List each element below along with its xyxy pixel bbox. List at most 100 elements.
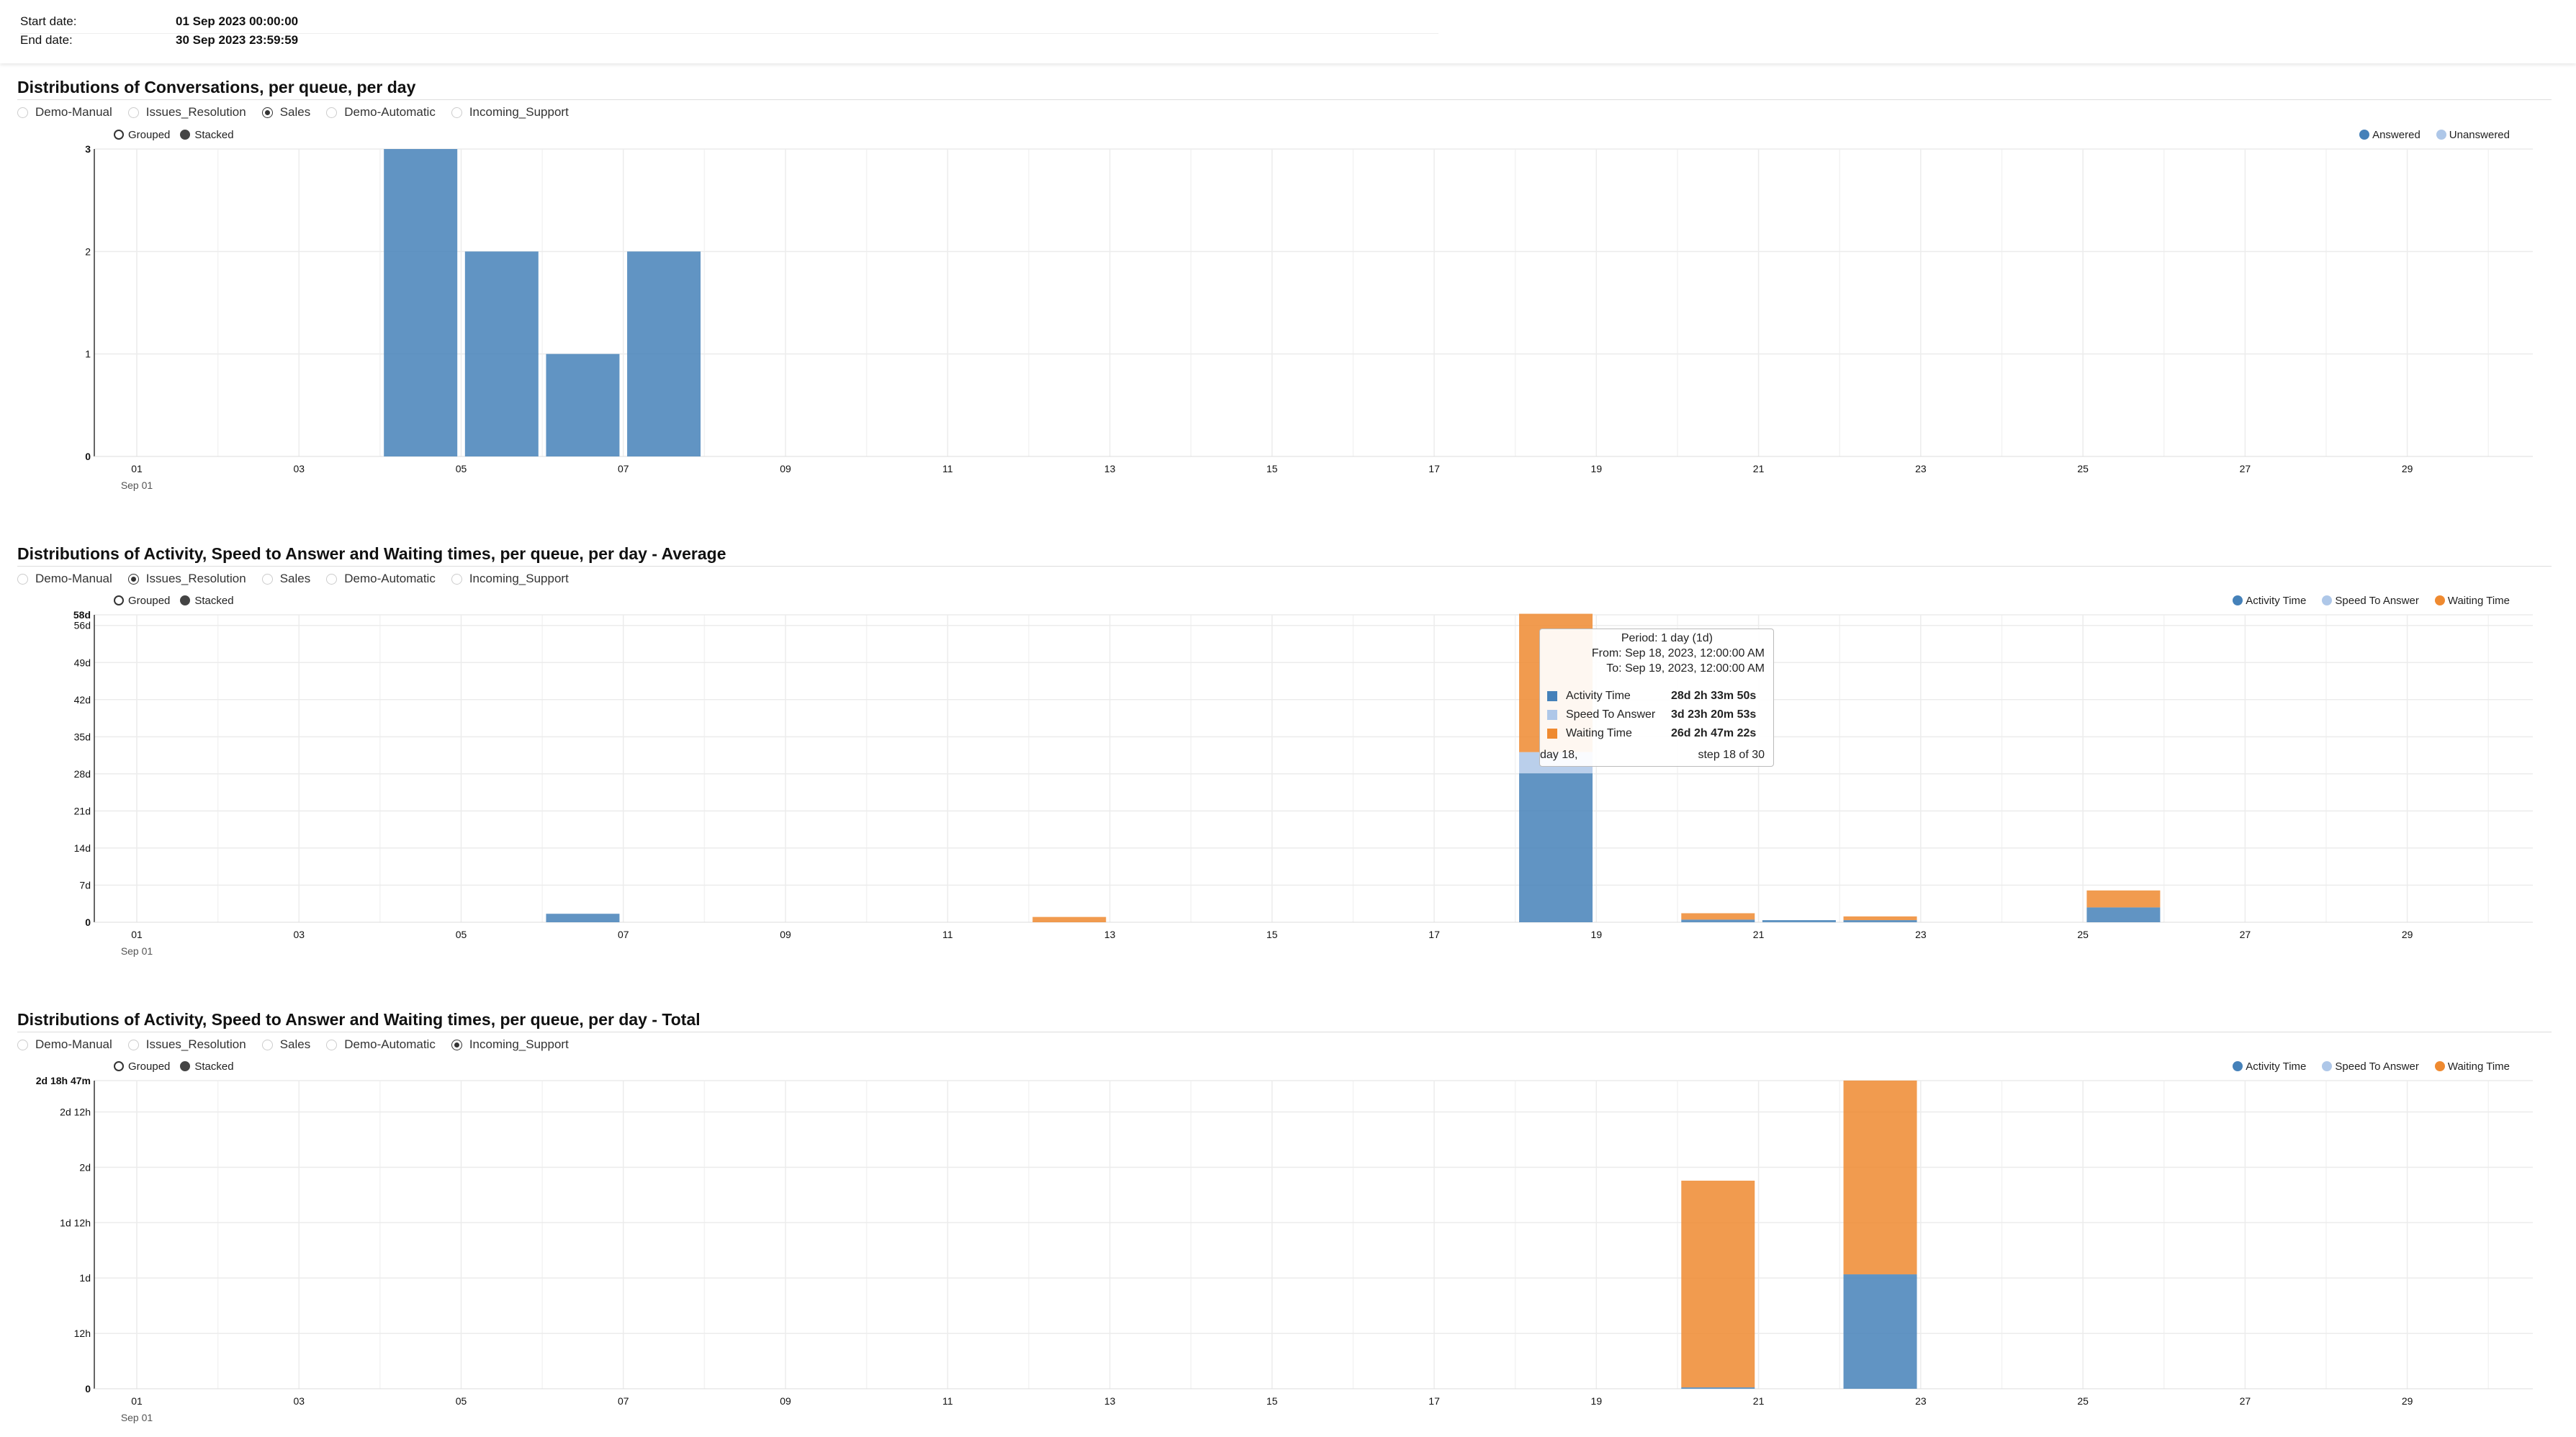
bar-waiting-time [1843, 1080, 1917, 1275]
legend-item[interactable]: Answered [2359, 129, 2420, 141]
legend-dot-icon [2434, 595, 2445, 605]
radio-icon [127, 107, 139, 118]
legend-item[interactable]: Waiting Time [2434, 1060, 2510, 1073]
grouped-label: Grouped [128, 128, 171, 141]
x-tick-label: 17 [1428, 463, 1440, 474]
radio-icon [451, 1039, 462, 1050]
radio-icon [17, 573, 28, 585]
x-tick-label: 11 [942, 929, 953, 940]
tooltip-footer-right: step 18 of 30 [1698, 749, 1765, 761]
x-tick-label: 19 [1591, 929, 1603, 940]
queue-option-issues-resolution[interactable]: Issues_Resolution [127, 1037, 246, 1052]
legend-item[interactable]: Waiting Time [2434, 594, 2510, 607]
x-tick-label: 27 [2240, 1395, 2251, 1407]
x-tick-label: 29 [2402, 463, 2413, 474]
y-tick-label: 2d [79, 1161, 91, 1173]
queue-option-demo-automatic[interactable]: Demo-Automatic [326, 572, 436, 586]
y-tick-label: 2d 18h 47m [36, 1075, 91, 1086]
legend-label: Waiting Time [2447, 594, 2510, 607]
x-tick-label: 09 [780, 1395, 791, 1407]
legend-item[interactable]: Activity Time [2233, 1060, 2306, 1073]
legend-dot-icon [2436, 130, 2446, 140]
x-tick-label: 21 [1753, 929, 1765, 940]
speed-swatch-icon [1547, 710, 1557, 720]
total-times-section-title: Distributions of Activity, Speed to Answ… [17, 1010, 701, 1029]
y-tick-label: 21d [74, 805, 91, 816]
queue-option-label: Issues_Resolution [145, 105, 246, 119]
stacked-option[interactable]: Stacked [180, 594, 234, 607]
start-date-value: 01 Sep 2023 00:00:00 [176, 14, 299, 28]
x-tick-label: 09 [780, 463, 791, 474]
queue-selector: Demo-Manual Issues_Resolution Sales Demo-Au… [17, 1036, 585, 1053]
legend-dot-icon [2233, 595, 2243, 605]
stacked-label: Stacked [194, 594, 234, 607]
y-tick-label: 0 [85, 1383, 91, 1395]
stacked-radio-icon [180, 595, 191, 605]
legend-item[interactable]: Speed To Answer [2322, 1060, 2419, 1073]
radio-icon [326, 107, 338, 118]
x-tick-label: 25 [2077, 929, 2089, 940]
bar-waiting-time [1843, 916, 1917, 921]
chart-mode-toggle: Grouped Stacked [114, 1059, 244, 1073]
legend-item[interactable]: Unanswered [2436, 129, 2510, 141]
queue-option-sales[interactable]: Sales [261, 105, 310, 120]
grouped-option[interactable]: Grouped [114, 129, 170, 141]
chart-legend: Answered Unanswered [2343, 127, 2510, 142]
queue-option-incoming-support[interactable]: Incoming_Support [451, 1037, 569, 1052]
x-tick-label: 15 [1266, 929, 1278, 940]
x-tick-label: 27 [2240, 463, 2251, 474]
queue-option-label: Demo-Automatic [344, 1037, 436, 1051]
x-axis-sublabel: Sep 01 [121, 479, 153, 491]
queue-option-incoming-support[interactable]: Incoming_Support [451, 572, 569, 586]
queue-option-demo-automatic[interactable]: Demo-Automatic [326, 105, 436, 120]
stacked-option[interactable]: Stacked [180, 1060, 234, 1073]
bar-answered [546, 353, 620, 456]
queue-option-issues-resolution[interactable]: Issues_Resolution [127, 572, 246, 586]
x-tick-label: 03 [293, 929, 305, 940]
queue-option-demo-automatic[interactable]: Demo-Automatic [326, 1037, 436, 1052]
legend-item[interactable]: Activity Time [2233, 595, 2306, 607]
queue-option-demo-manual[interactable]: Demo-Manual [17, 105, 112, 120]
x-tick-label: 09 [780, 929, 791, 940]
tooltip-row-value: 26d 2h 47m 22s [1671, 727, 1757, 739]
grouped-radio-icon [114, 595, 124, 605]
tooltip-to: To: Sep 19, 2023, 12:00:00 AM [1606, 662, 1765, 675]
queue-option-label: Issues_Resolution [145, 572, 246, 585]
legend-item[interactable]: Speed To Answer [2322, 594, 2419, 607]
bar-activity-time [546, 914, 620, 922]
legend-label: Waiting Time [2447, 1060, 2510, 1073]
grouped-option[interactable]: Grouped [114, 595, 170, 607]
stacked-radio-icon [180, 130, 191, 140]
legend-label: Speed To Answer [2335, 1060, 2419, 1073]
x-tick-label: 01 [131, 929, 143, 940]
grouped-option[interactable]: Grouped [114, 1060, 170, 1073]
legend-label: Unanswered [2449, 128, 2510, 141]
queue-option-demo-manual[interactable]: Demo-Manual [17, 1037, 112, 1052]
y-tick-label: 0 [85, 916, 91, 928]
x-tick-label: 05 [456, 929, 467, 940]
bar-activity-time [2086, 907, 2161, 922]
stacked-option[interactable]: Stacked [180, 128, 234, 141]
x-tick-label: 29 [2402, 929, 2413, 940]
y-tick-label: 2 [85, 245, 91, 257]
stacked-label: Stacked [194, 1060, 234, 1073]
stacked-label: Stacked [194, 128, 234, 141]
y-tick-label: 1d 12h [60, 1217, 91, 1228]
legend-dot-icon [2322, 595, 2333, 605]
x-tick-label: 19 [1591, 463, 1603, 474]
legend-label: Activity Time [2246, 594, 2307, 607]
radio-icon [326, 1039, 338, 1050]
x-tick-label: 07 [618, 463, 629, 474]
queue-option-sales[interactable]: Sales [261, 572, 310, 586]
legend-label: Speed To Answer [2335, 594, 2419, 607]
y-tick-label: 2d 12h [60, 1106, 91, 1117]
queue-option-incoming-support[interactable]: Incoming_Support [451, 105, 569, 120]
queue-option-demo-manual[interactable]: Demo-Manual [17, 572, 112, 586]
chart-mode-toggle: Grouped Stacked [114, 593, 244, 608]
header-divider [20, 33, 1438, 34]
queue-option-issues-resolution[interactable]: Issues_Resolution [127, 105, 246, 120]
x-tick-label: 29 [2402, 1395, 2413, 1407]
tooltip-row-waiting: Waiting Time 26d 2h 47m 22s [1547, 726, 1756, 741]
queue-option-sales[interactable]: Sales [261, 1037, 310, 1052]
